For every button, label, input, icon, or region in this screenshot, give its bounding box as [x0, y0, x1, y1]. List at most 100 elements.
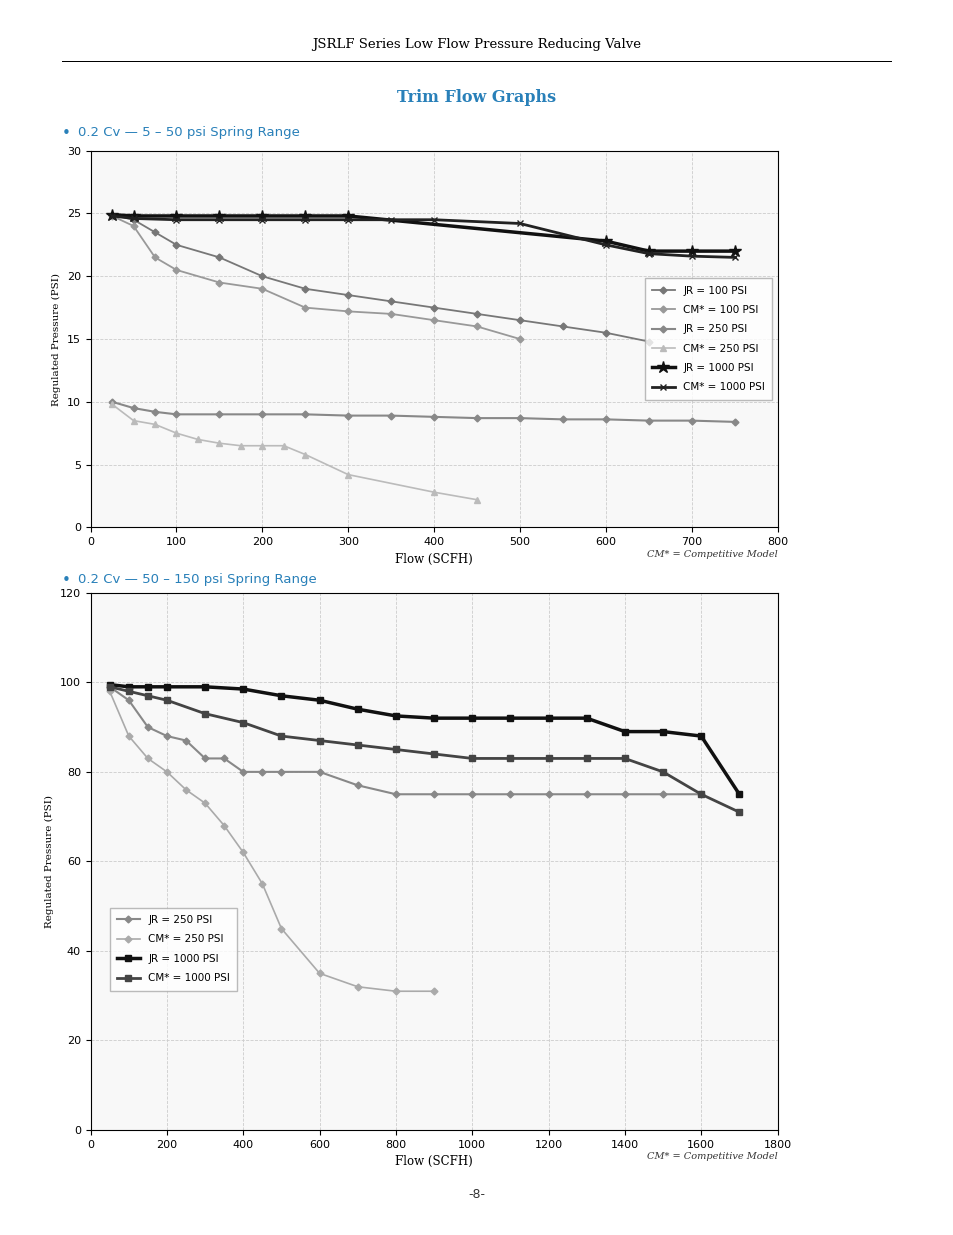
JR = 1000 PSI: [695, 729, 706, 743]
CM* = 100 PSI: [171, 263, 182, 278]
JR = 1000 PSI: [733, 787, 744, 802]
JR = 250 PSI: [514, 411, 525, 426]
JR = 250 PSI: [580, 787, 592, 802]
CM* = 250 PSI: [180, 783, 192, 798]
Line: JR = 1000 PSI: JR = 1000 PSI: [106, 209, 740, 257]
CM* = 1000 PSI: [171, 212, 182, 227]
CM* = 250 PSI: [192, 432, 204, 447]
CM* = 1000 PSI: [256, 212, 268, 227]
JR = 250 PSI: [542, 787, 554, 802]
JR = 250 PSI: [237, 764, 249, 779]
JR = 250 PSI: [275, 764, 287, 779]
JR = 1000 PSI: [128, 209, 139, 224]
JR = 100 PSI: [299, 282, 311, 296]
CM* = 100 PSI: [514, 332, 525, 347]
CM* = 250 PSI: [428, 984, 439, 999]
JR = 250 PSI: [142, 720, 153, 735]
JR = 1000 PSI: [728, 243, 740, 258]
JR = 250 PSI: [149, 404, 160, 419]
CM* = 1000 PSI: [104, 679, 115, 694]
CM* = 250 PSI: [256, 438, 268, 453]
JR = 1000 PSI: [504, 711, 516, 726]
CM* = 1000 PSI: [128, 211, 139, 226]
JR = 100 PSI: [171, 237, 182, 252]
CM* = 1000 PSI: [580, 751, 592, 766]
CM* = 250 PSI: [142, 751, 153, 766]
X-axis label: Flow (SCFH): Flow (SCFH): [395, 552, 473, 566]
Line: CM* = 100 PSI: CM* = 100 PSI: [110, 214, 522, 341]
CM* = 100 PSI: [107, 209, 118, 224]
CM* = 1000 PSI: [275, 729, 287, 743]
CM* = 1000 PSI: [213, 212, 225, 227]
Y-axis label: Regulated Pressure (PSI): Regulated Pressure (PSI): [52, 273, 61, 405]
JR = 250 PSI: [599, 412, 611, 427]
JR = 250 PSI: [104, 679, 115, 694]
CM* = 250 PSI: [256, 877, 268, 892]
JR = 250 PSI: [695, 787, 706, 802]
JR = 1000 PSI: [314, 693, 325, 708]
JR = 250 PSI: [471, 411, 482, 426]
Text: 0.2 Cv — 5 – 50 psi Spring Range: 0.2 Cv — 5 – 50 psi Spring Range: [78, 126, 300, 140]
CM* = 250 PSI: [390, 984, 401, 999]
Text: -8-: -8-: [468, 1188, 485, 1202]
Line: CM* = 250 PSI: CM* = 250 PSI: [110, 401, 479, 503]
CM* = 1000 PSI: [428, 746, 439, 761]
CM* = 100 PSI: [385, 306, 396, 321]
JR = 250 PSI: [428, 410, 439, 425]
Text: CM* = Competitive Model: CM* = Competitive Model: [646, 550, 777, 558]
CM* = 1000 PSI: [314, 734, 325, 748]
JR = 100 PSI: [256, 269, 268, 284]
JR = 1000 PSI: [199, 679, 211, 694]
JR = 250 PSI: [180, 734, 192, 748]
CM* = 100 PSI: [471, 319, 482, 333]
CM* = 250 PSI: [471, 493, 482, 508]
JR = 250 PSI: [385, 409, 396, 424]
Line: JR = 250 PSI: JR = 250 PSI: [107, 684, 703, 797]
JR = 1000 PSI: [466, 711, 477, 726]
CM* = 100 PSI: [213, 275, 225, 290]
JR = 250 PSI: [199, 751, 211, 766]
JR = 1000 PSI: [275, 688, 287, 703]
CM* = 100 PSI: [428, 312, 439, 327]
CM* = 250 PSI: [213, 436, 225, 451]
JR = 250 PSI: [314, 764, 325, 779]
CM* = 100 PSI: [128, 219, 139, 233]
JR = 1000 PSI: [390, 709, 401, 724]
CM* = 1000 PSI: [352, 737, 363, 752]
CM* = 250 PSI: [277, 438, 289, 453]
CM* = 1000 PSI: [728, 249, 740, 264]
CM* = 1000 PSI: [466, 751, 477, 766]
JR = 100 PSI: [514, 312, 525, 327]
JR = 100 PSI: [213, 249, 225, 264]
JR = 1000 PSI: [161, 679, 172, 694]
JR = 1000 PSI: [171, 209, 182, 224]
JR = 250 PSI: [107, 394, 118, 409]
JR = 250 PSI: [428, 787, 439, 802]
JR = 100 PSI: [557, 319, 568, 333]
CM* = 100 PSI: [256, 282, 268, 296]
JR = 100 PSI: [471, 306, 482, 321]
CM* = 1000 PSI: [390, 742, 401, 757]
Line: CM* = 1000 PSI: CM* = 1000 PSI: [109, 212, 738, 261]
CM* = 1000 PSI: [618, 751, 630, 766]
JR = 1000 PSI: [657, 724, 668, 739]
JR = 250 PSI: [557, 412, 568, 427]
Text: •: •: [62, 126, 71, 141]
JR = 250 PSI: [171, 408, 182, 422]
JR = 1000 PSI: [299, 209, 311, 224]
JR = 250 PSI: [342, 409, 354, 424]
CM* = 250 PSI: [234, 438, 246, 453]
CM* = 250 PSI: [171, 426, 182, 441]
JR = 1000 PSI: [256, 209, 268, 224]
JR = 250 PSI: [618, 787, 630, 802]
CM* = 250 PSI: [299, 447, 311, 462]
Text: 0.2 Cv — 50 – 150 psi Spring Range: 0.2 Cv — 50 – 150 psi Spring Range: [78, 573, 316, 587]
JR = 250 PSI: [642, 414, 654, 429]
Legend: JR = 250 PSI, CM* = 250 PSI, JR = 1000 PSI, CM* = 1000 PSI: JR = 250 PSI, CM* = 250 PSI, JR = 1000 P…: [110, 908, 237, 990]
CM* = 1000 PSI: [299, 212, 311, 227]
JR = 100 PSI: [128, 212, 139, 227]
CM* = 1000 PSI: [733, 805, 744, 820]
JR = 250 PSI: [161, 729, 172, 743]
JR = 250 PSI: [256, 764, 268, 779]
CM* = 1000 PSI: [385, 212, 396, 227]
